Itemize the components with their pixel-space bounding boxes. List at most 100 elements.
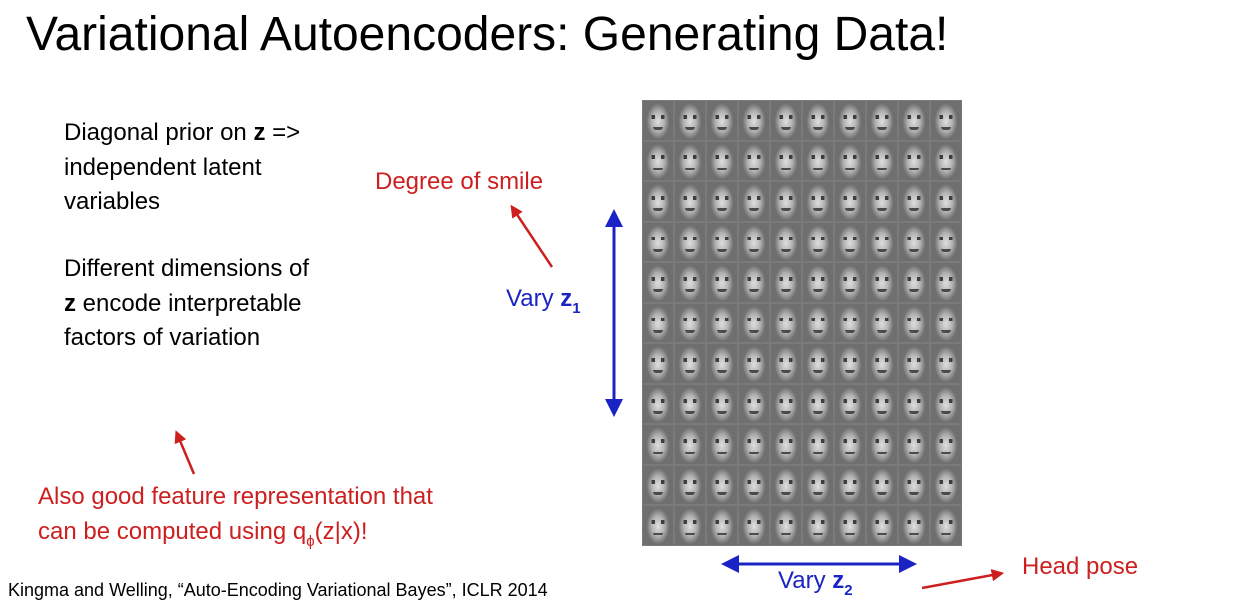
note-phi-subscript: ϕ [306, 532, 315, 550]
generated-face [739, 465, 769, 505]
generated-face [739, 182, 769, 221]
generated-face [835, 344, 865, 383]
bullet-bold-var: z [64, 289, 76, 317]
generated-face [739, 101, 769, 140]
note-pointer-arrow [174, 430, 196, 475]
generated-face [867, 384, 897, 424]
smile-pointer-arrow [510, 204, 554, 268]
generated-face [739, 141, 769, 181]
generated-face [899, 222, 929, 262]
generated-face [643, 465, 673, 505]
generated-face [899, 263, 929, 302]
generated-face [675, 506, 705, 545]
vary-z2-subscript: 2 [844, 582, 853, 599]
generated-face [675, 303, 705, 343]
generated-face [771, 222, 801, 262]
generated-face [643, 425, 673, 464]
generated-face [675, 384, 705, 424]
generated-face [803, 182, 833, 221]
generated-face [835, 303, 865, 343]
generated-face [931, 101, 961, 140]
generated-face [867, 465, 897, 505]
generated-face [771, 141, 801, 181]
generated-face [931, 182, 961, 221]
generated-face [771, 465, 801, 505]
generated-face [899, 344, 929, 383]
bullet-text: Different dimensions of [64, 255, 310, 282]
generated-face [707, 344, 737, 383]
generated-face [707, 384, 737, 424]
generated-face [643, 384, 673, 424]
generated-face [771, 344, 801, 383]
generated-face [739, 263, 769, 302]
note-line-2-end: (z|x)! [314, 517, 368, 545]
generated-face [771, 101, 801, 140]
generated-face [867, 263, 897, 302]
generated-face [899, 141, 929, 181]
generated-face [739, 506, 769, 545]
generated-face [771, 384, 801, 424]
generated-face [643, 303, 673, 343]
head-pose-label: Head pose [1022, 553, 1139, 580]
generated-face [899, 101, 929, 140]
generated-face [707, 506, 737, 545]
generated-face [931, 425, 961, 464]
generated-face [707, 263, 737, 302]
generated-face [867, 141, 897, 181]
generated-face [931, 303, 961, 343]
bullet-text: => independent latent variables [64, 119, 301, 215]
generated-face [835, 182, 865, 221]
note-line-2: can be computed using qϕ(z|x)! [38, 515, 433, 553]
generated-face [707, 101, 737, 140]
generated-face [643, 344, 673, 383]
bullet-text: encode interpretable factors of variatio… [64, 289, 302, 352]
degree-of-smile-label: Degree of smile [375, 168, 544, 195]
generated-face [803, 303, 833, 343]
generated-face [867, 222, 897, 262]
generated-face [931, 465, 961, 505]
generated-face [803, 506, 833, 545]
generated-face [867, 303, 897, 343]
generated-face [803, 222, 833, 262]
generated-face [867, 506, 897, 545]
generated-face [771, 182, 801, 221]
note-line-2-text: can be computed using q [38, 517, 307, 545]
generated-face [899, 465, 929, 505]
generated-face [675, 141, 705, 181]
vary-z1-label: Vary z1 [506, 282, 581, 319]
generated-face [739, 384, 769, 424]
generated-face [803, 465, 833, 505]
generated-face [771, 303, 801, 343]
generated-face [675, 222, 705, 262]
generated-face [899, 425, 929, 464]
generated-face [771, 263, 801, 302]
vary-z2-var: z [832, 567, 845, 594]
generated-face [867, 101, 897, 140]
bullet-diagonal-prior: Diagonal prior on z => independent laten… [64, 116, 324, 220]
generated-face [643, 506, 673, 545]
generated-face [771, 425, 801, 464]
feature-representation-note: Also good feature representation that ca… [38, 480, 433, 552]
generated-face [803, 141, 833, 181]
generated-face [899, 182, 929, 221]
slide-title: Variational Autoencoders: Generating Dat… [26, 8, 949, 61]
generated-face [835, 425, 865, 464]
vary-z1-text: Vary [506, 285, 561, 312]
generated-face [707, 141, 737, 181]
generated-face [867, 182, 897, 221]
generated-face [675, 425, 705, 464]
generated-face [739, 344, 769, 383]
generated-faces-grid [642, 100, 962, 546]
generated-face [899, 303, 929, 343]
generated-face [803, 344, 833, 383]
generated-face [835, 263, 865, 302]
generated-face [707, 222, 737, 262]
generated-face [835, 222, 865, 262]
generated-face [707, 465, 737, 505]
generated-face [771, 506, 801, 545]
generated-face [739, 222, 769, 262]
generated-face [643, 141, 673, 181]
generated-face [675, 344, 705, 383]
generated-face [899, 506, 929, 545]
